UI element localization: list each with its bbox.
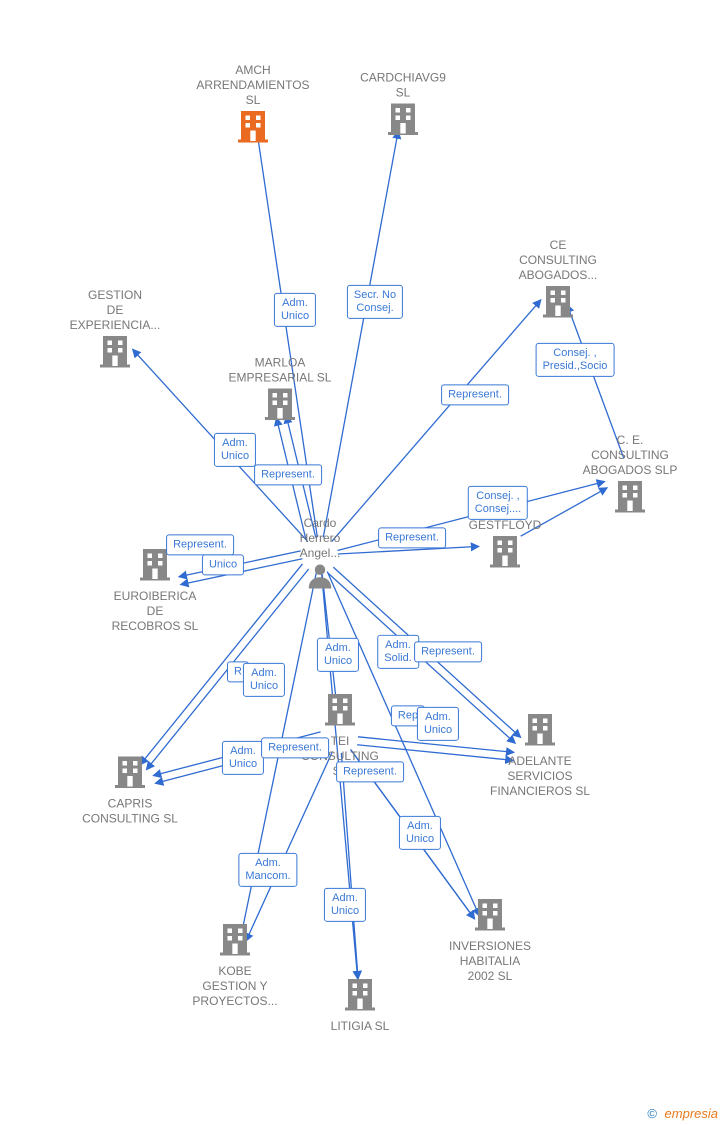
edge-label[interactable]: Represent. [336, 761, 404, 782]
company-node[interactable]: MARLOA EMPRESARIAL SL [215, 354, 345, 427]
building-icon [522, 711, 558, 747]
building-icon [262, 386, 298, 422]
node-label: C. E. CONSULTING ABOGADOS SLP [565, 433, 695, 478]
node-label: Cardo Herrero Angel... [255, 516, 385, 561]
edge-label[interactable]: Consej. ,Presid.,Socio [536, 343, 615, 377]
company-node[interactable]: INVERSIONES HABITALIA 2002 SL [425, 896, 555, 984]
building-icon [217, 921, 253, 957]
company-node[interactable]: CARDCHIAVG9 SL [338, 69, 468, 142]
edge-label[interactable]: Adm.Solid. [377, 635, 419, 669]
edge-label[interactable]: Adm.Unico [222, 741, 264, 775]
node-label: EUROIBERICA DE RECOBROS SL [90, 589, 220, 634]
node-label: GESTFLOYD [440, 518, 570, 533]
company-node[interactable]: LITIGIA SL [295, 976, 425, 1034]
company-node[interactable]: CE CONSULTING ABOGADOS... [493, 236, 623, 324]
edge-label[interactable]: Consej. ,Consej.... [468, 486, 528, 520]
edge-label[interactable]: Represent. [254, 464, 322, 485]
watermark: © empresia [647, 1106, 718, 1121]
edge-label[interactable]: Adm.Unico [399, 816, 441, 850]
node-label: ADELANTE SERVICIOS FINANCIEROS SL [475, 754, 605, 799]
edge-label[interactable]: Represent. [261, 737, 329, 758]
node-label: MARLOA EMPRESARIAL SL [215, 356, 345, 386]
node-label: CAPRIS CONSULTING SL [65, 797, 195, 827]
edge-label[interactable]: Adm.Unico [243, 663, 285, 697]
edge [341, 753, 358, 979]
brand-name: empresia [665, 1106, 718, 1121]
company-node[interactable]: CAPRIS CONSULTING SL [65, 754, 195, 827]
company-node[interactable]: GESTION DE EXPERIENCIA... [50, 286, 180, 374]
edge-label[interactable]: Represent. [414, 641, 482, 662]
edge-label[interactable]: Represent. [378, 527, 446, 548]
building-icon [487, 533, 523, 569]
edge-label[interactable]: Adm.Mancom. [238, 853, 297, 887]
company-node[interactable]: AMCH ARRENDAMIENTOS SL [188, 61, 318, 149]
edge-label[interactable]: Unico [202, 554, 244, 575]
node-label: CARDCHIAVG9 SL [338, 71, 468, 101]
building-icon [97, 333, 133, 369]
edge-label[interactable]: Secr. NoConsej. [347, 285, 403, 319]
company-node[interactable]: C. E. CONSULTING ABOGADOS SLP [565, 431, 695, 519]
building-icon [472, 896, 508, 932]
building-icon [540, 283, 576, 319]
node-label: KOBE GESTION Y PROYECTOS... [170, 964, 300, 1009]
person-icon [305, 561, 335, 591]
copyright-symbol: © [647, 1106, 657, 1121]
company-node[interactable]: KOBE GESTION Y PROYECTOS... [170, 921, 300, 1009]
building-icon [112, 754, 148, 790]
edge-label[interactable]: Adm.Unico [417, 707, 459, 741]
node-label: AMCH ARRENDAMIENTOS SL [188, 63, 318, 108]
company-node[interactable]: GESTFLOYD [440, 516, 570, 574]
edge-label[interactable]: Represent. [441, 384, 509, 405]
node-label: INVERSIONES HABITALIA 2002 SL [425, 939, 555, 984]
building-icon [235, 108, 271, 144]
building-icon [322, 691, 358, 727]
company-node[interactable]: ADELANTE SERVICIOS FINANCIEROS SL [475, 711, 605, 799]
node-label: GESTION DE EXPERIENCIA... [50, 288, 180, 333]
edge-label[interactable]: Adm.Unico [274, 293, 316, 327]
edge [246, 751, 333, 941]
company-node[interactable]: EUROIBERICA DE RECOBROS SL [90, 546, 220, 634]
building-icon [612, 478, 648, 514]
person-node[interactable]: Cardo Herrero Angel... [255, 514, 385, 596]
building-icon [385, 101, 421, 137]
edge-label[interactable]: Represent. [166, 534, 234, 555]
edge-label[interactable]: Adm.Unico [324, 888, 366, 922]
node-label: CE CONSULTING ABOGADOS... [493, 238, 623, 283]
edge-label[interactable]: Adm.Unico [317, 638, 359, 672]
edge [323, 131, 398, 538]
edge-label[interactable]: Adm.Unico [214, 433, 256, 467]
network-diagram: © empresia Cardo Herrero Angel... AMCH A… [0, 0, 728, 1125]
node-label: LITIGIA SL [295, 1019, 425, 1034]
building-icon [342, 976, 378, 1012]
